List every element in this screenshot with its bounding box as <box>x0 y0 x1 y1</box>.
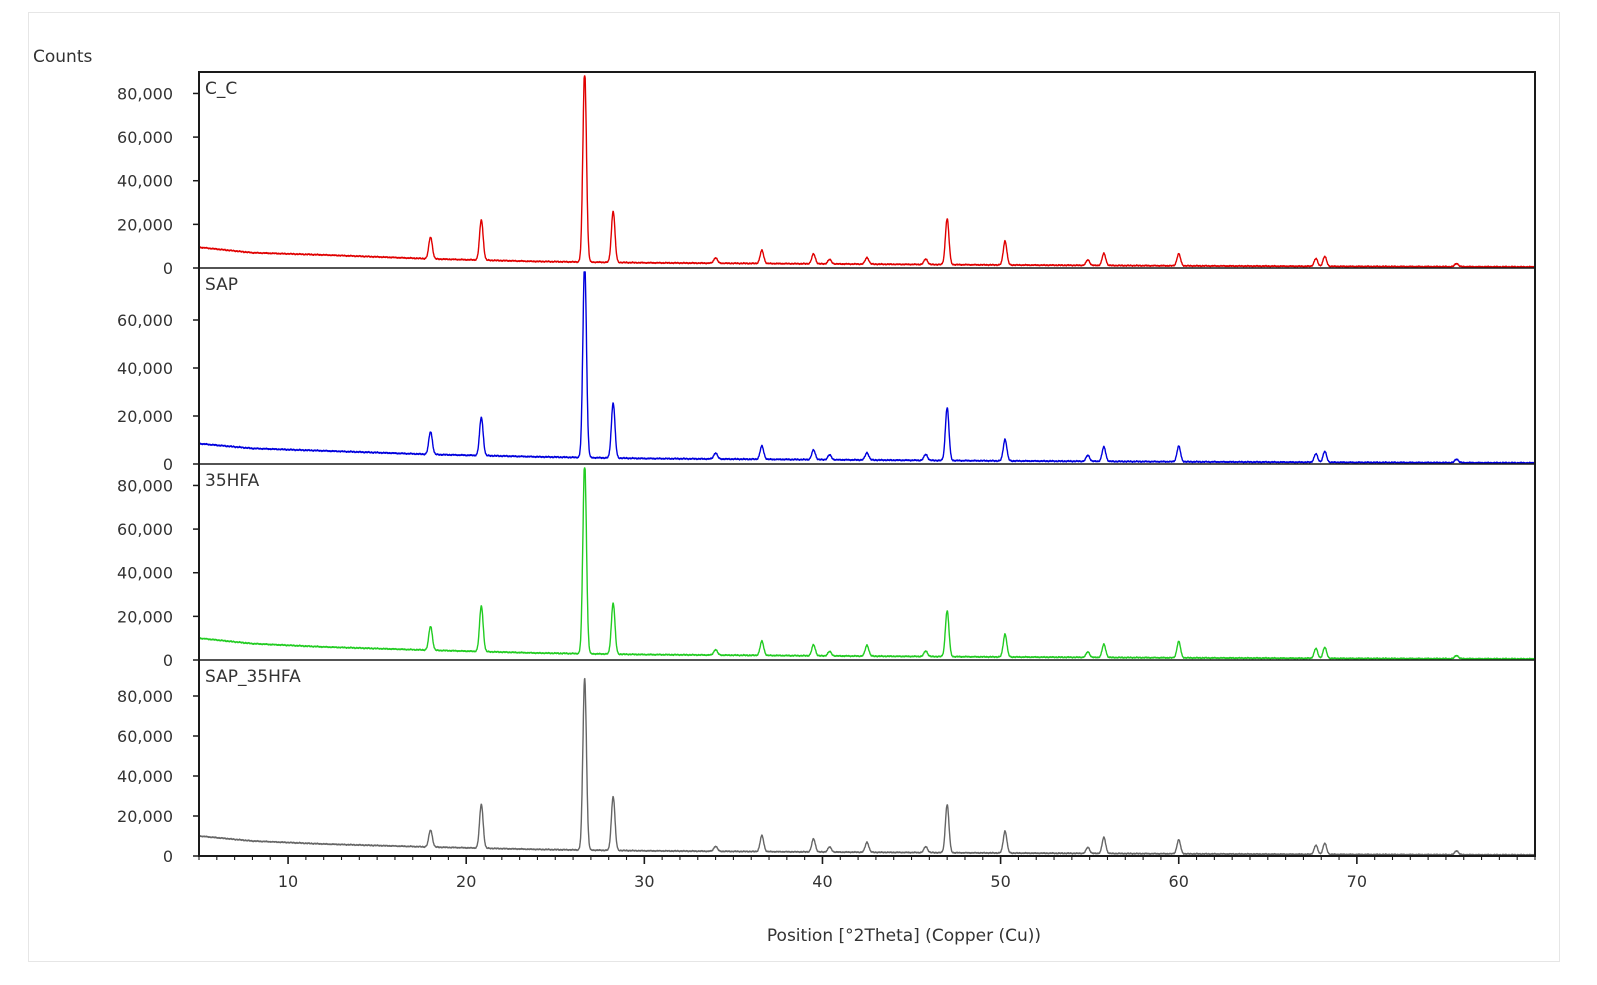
y-tick-label: 80,000 <box>117 687 173 706</box>
y-tick-label: 0 <box>163 259 173 278</box>
y-tick-label: 60,000 <box>117 727 173 746</box>
panel-35hfa: 0 20,000 40,000 60,000 80,000 35HFA <box>117 467 1536 670</box>
y-tick-label: 20,000 <box>117 607 173 626</box>
y-tick-label: 40,000 <box>117 172 173 191</box>
y-tick-label: 80,000 <box>117 84 173 103</box>
y-tick-label: 80,000 <box>117 476 173 495</box>
series-line-35hfa <box>198 467 1536 661</box>
x-tick-label: 60 <box>1169 872 1189 891</box>
y-tick-label: 0 <box>163 651 173 670</box>
y-tick-label: 40,000 <box>117 767 173 786</box>
x-tick-label: 30 <box>634 872 654 891</box>
y-tick-label: 60,000 <box>117 520 173 539</box>
panel-sap-35hfa: 0 20,000 40,000 60,000 80,000 SAP_35HFA <box>117 667 1536 866</box>
x-tick-label: 10 <box>278 872 298 891</box>
xrd-chart: Counts Position [°2Theta] (Copper (Cu)) … <box>33 47 1536 946</box>
y-tick-label: 0 <box>163 455 173 474</box>
y-tick-label: 40,000 <box>117 564 173 583</box>
series-label: SAP_35HFA <box>205 667 301 687</box>
x-tick-label: 40 <box>812 872 832 891</box>
series-line-c-c <box>198 75 1536 269</box>
panel-sap: 0 20,000 40,000 60,000 SAP <box>117 271 1536 474</box>
plot-border <box>198 71 1536 857</box>
y-tick-label: 20,000 <box>117 807 173 826</box>
chart-frame: Counts Position [°2Theta] (Copper (Cu)) … <box>28 12 1560 962</box>
x-tick-label: 20 <box>456 872 476 891</box>
series-line-sap <box>198 271 1536 465</box>
y-axis-title: Counts <box>33 47 92 67</box>
panels-group: 0 20,000 40,000 60,000 80,000 C_C 0 20,000 40,00… <box>117 75 1536 866</box>
series-label: SAP <box>205 275 238 295</box>
panel-c-c: 0 20,000 40,000 60,000 80,000 C_C <box>117 75 1536 278</box>
y-tick-label: 60,000 <box>117 311 173 330</box>
x-axis-title: Position [°2Theta] (Copper (Cu)) <box>767 926 1041 946</box>
y-tick-label: 40,000 <box>117 359 173 378</box>
y-tick-label: 20,000 <box>117 215 173 234</box>
x-tick-label: 50 <box>990 872 1010 891</box>
series-line-sap-35hfa <box>198 677 1536 857</box>
y-tick-label: 20,000 <box>117 407 173 426</box>
y-tick-label: 60,000 <box>117 128 173 147</box>
series-label: C_C <box>205 79 237 99</box>
series-label: 35HFA <box>205 471 260 491</box>
y-tick-label: 0 <box>163 847 173 866</box>
x-tick-label: 70 <box>1347 872 1367 891</box>
x-axis: 10 20 30 40 50 60 70 <box>198 856 1536 891</box>
